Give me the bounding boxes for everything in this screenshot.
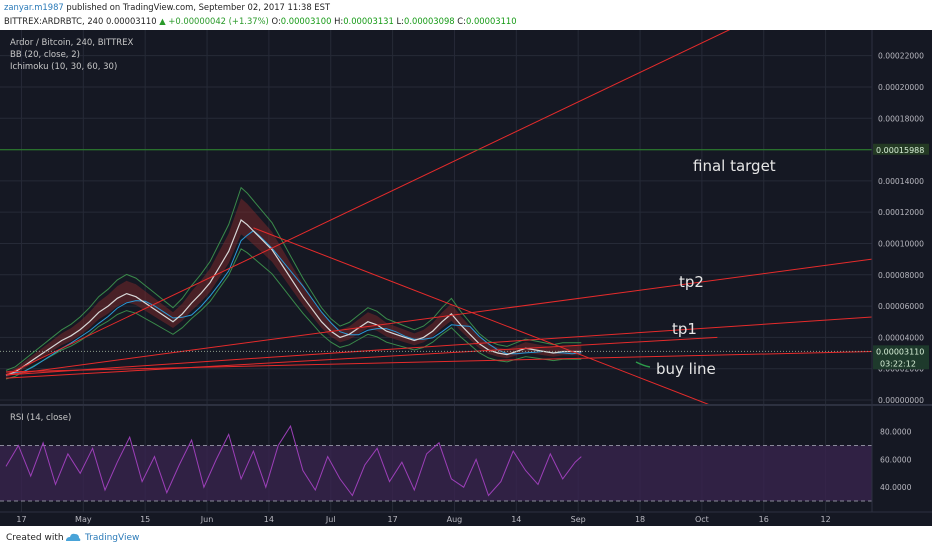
time-tick-label: 18 — [635, 515, 645, 524]
tradingview-brand-link[interactable]: TradingView — [85, 533, 140, 543]
trendline — [253, 227, 709, 404]
price-tick-label: 0.00020000 — [878, 83, 924, 92]
time-tick-label: 12 — [821, 515, 831, 524]
low-value: 0.00003098 — [404, 16, 455, 26]
time-tick-label: 16 — [759, 515, 769, 524]
tradingview-logo-icon[interactable] — [64, 532, 82, 547]
annotation-final-target: final target — [693, 157, 776, 175]
legend-title: Ardor / Bitcoin, 240, BITTREX — [10, 38, 134, 48]
price-tick-label: 0.00014000 — [878, 177, 924, 186]
low-label: L: — [396, 16, 405, 26]
rsi-axis[interactable]: 80.0000 60.0000 40.0000 — [880, 428, 912, 493]
trendlines — [5, 30, 872, 404]
time-tick-label: 14 — [511, 515, 521, 524]
time-tick-label: Jul — [325, 515, 336, 524]
created-with-text: Created with — [6, 533, 64, 543]
open-value: 0.00003100 — [280, 16, 332, 26]
trendline — [5, 350, 872, 373]
ichimoku-cloud — [6, 198, 582, 377]
time-tick-label: 17 — [16, 515, 26, 524]
legend-bb[interactable]: BB (20, close, 2) — [10, 50, 80, 60]
close-label: C: — [457, 16, 466, 26]
close-value: 0.00003110 — [465, 16, 517, 26]
time-tick-label: Oct — [695, 515, 709, 524]
chart-area[interactable]: final target tp2 tp1 buy line Ardor / Bi… — [0, 30, 932, 526]
target-price-label: 0.00015988 — [876, 146, 924, 155]
ichimoku-base-line — [5, 230, 582, 377]
trendline — [5, 316, 872, 376]
annotation-buy-line: buy line — [656, 360, 716, 378]
trendline — [5, 336, 718, 379]
rsi-series-line — [5, 424, 582, 497]
price-plot — [5, 186, 582, 380]
price-tick-label: 0.00008000 — [878, 271, 924, 280]
time-tick-label: 17 — [388, 515, 398, 524]
price-tick-label: 0.00000000 — [878, 396, 924, 405]
target-price-label-bg — [873, 143, 929, 155]
open-label: O: — [271, 16, 281, 26]
time-tick-label: Aug — [447, 515, 463, 524]
bb-upper-band — [5, 186, 582, 371]
author-link[interactable]: zanyar.m1987 — [4, 2, 64, 12]
bar-countdown-label: 03:22:12 — [880, 359, 916, 368]
current-price-label: 0.00003110 — [876, 347, 924, 356]
change-info: ▲ +0.00000042 (+1.37%) — [159, 16, 269, 26]
ichimoku-cloud-area — [6, 198, 582, 377]
rsi-band-fill — [0, 445, 872, 502]
high-label: H: — [334, 16, 344, 26]
high-value: 0.00003131 — [343, 16, 394, 26]
rsi-tick-label: 60.0000 — [880, 455, 912, 464]
current-price-label-bg — [873, 345, 929, 370]
symbol-info: BITTREX:ARDRBTC, 240 0.00003110 — [4, 16, 157, 26]
chart-header: zanyar.m1987 published on TradingView.co… — [0, 0, 932, 30]
trendline — [5, 30, 731, 376]
gridlines — [0, 30, 872, 512]
price-tick-label: 0.00018000 — [878, 114, 924, 123]
footer: Created with TradingView — [0, 526, 932, 550]
time-tick-label: 15 — [140, 515, 150, 524]
publish-line: zanyar.m1987 published on TradingView.co… — [4, 2, 330, 12]
rsi-tick-label: 80.0000 — [880, 428, 912, 437]
publish-info: published on TradingView.com, September … — [66, 2, 331, 12]
time-tick-label: Sep — [571, 515, 586, 524]
legend-ichimoku[interactable]: Ichimoku (10, 30, 60, 30) — [10, 62, 117, 72]
price-tick-label: 0.00012000 — [878, 208, 924, 217]
time-tick-label: Jun — [200, 515, 214, 524]
buy-line-arrow — [635, 361, 651, 368]
price-tick-label: 0.00010000 — [878, 239, 924, 248]
annotation-tp1: tp1 — [672, 320, 697, 338]
chart-background — [0, 30, 932, 526]
ohlc-line: BITTREX:ARDRBTC, 240 0.00003110 ▲ +0.000… — [4, 16, 517, 26]
price-tick-label: 0.00004000 — [878, 333, 924, 342]
bb-lower-band — [5, 248, 582, 380]
rsi-tick-label: 40.0000 — [880, 483, 912, 492]
legend-rsi[interactable]: RSI (14, close) — [10, 413, 71, 423]
time-axis[interactable]: 17 May 15 Jun 14 Jul 17 Aug 14 Sep 18 Oct 16 12 — [16, 515, 830, 524]
trendline — [5, 258, 872, 376]
time-tick-label: 14 — [264, 515, 274, 524]
price-tick-label: 0.00022000 — [878, 52, 924, 61]
price-tick-label: 0.00006000 — [878, 302, 924, 311]
annotation-tp2: tp2 — [679, 273, 704, 291]
chart-canvas[interactable]: final target tp2 tp1 buy line Ardor / Bi… — [0, 30, 932, 526]
price-series-line — [5, 219, 582, 376]
time-tick-label: May — [75, 515, 92, 524]
